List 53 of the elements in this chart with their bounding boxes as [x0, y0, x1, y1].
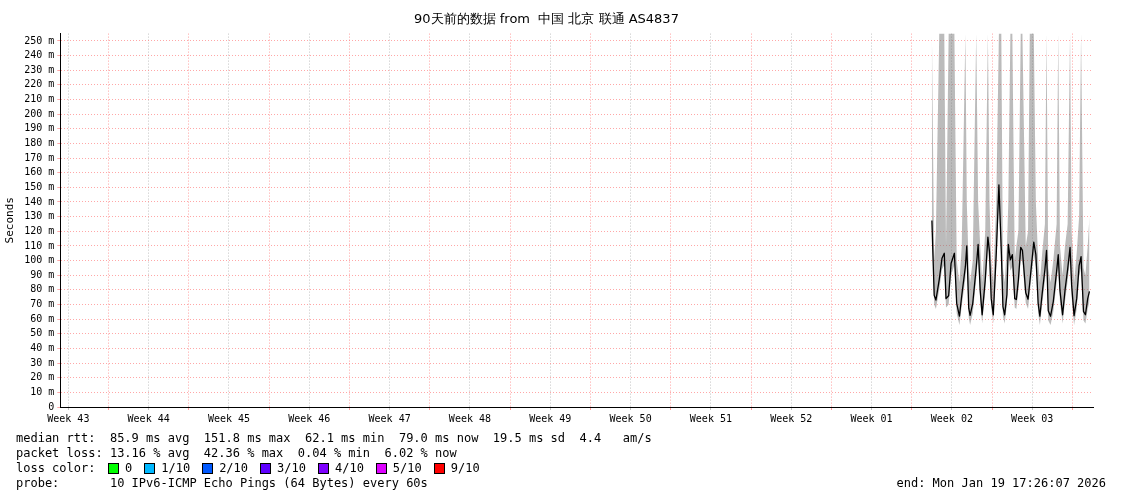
y-tick-label: 150 m: [24, 180, 55, 192]
chart-title: 90天前的数据 from 中国 北京 联通 AS4837: [414, 11, 679, 27]
y-tick-label: 160 m: [24, 166, 55, 178]
y-tick-label: 50 m: [30, 327, 55, 339]
text: 3/10: [277, 461, 306, 476]
text: 2/10: [219, 461, 249, 476]
y-tick-label: 60 m: [30, 312, 55, 324]
x-tick-label: Week 02: [930, 412, 973, 424]
x-tick-label: Week 49: [529, 412, 572, 424]
y-tick-label: 30 m: [30, 356, 55, 368]
y-tick-label: 100 m: [24, 254, 55, 266]
text: loss color:: [16, 461, 97, 476]
text: end: Mon Jan 19 17:26:07 2026: [896, 476, 1106, 491]
y-tick-label: 0: [48, 400, 55, 412]
y-tick-label: 110 m: [24, 239, 55, 251]
y-tick-label: 130 m: [24, 210, 55, 222]
x-tick-label: Week 46: [288, 412, 331, 424]
y-tick-label: 170 m: [24, 151, 55, 163]
x-tick-label: Week 51: [689, 412, 732, 424]
x-tick-label: Week 44: [127, 412, 170, 424]
text: 0: [125, 461, 133, 476]
text: 9/10: [450, 461, 480, 476]
y-tick-label: 120 m: [24, 224, 55, 236]
x-tick-label: Week 48: [448, 412, 492, 424]
y-tick-label: 70 m: [30, 298, 55, 310]
y-tick-label: 140 m: [24, 195, 55, 207]
y-tick-label: 20 m: [30, 371, 55, 383]
y-axis-title: Seconds: [3, 197, 17, 244]
y-tick-label: 240 m: [24, 49, 55, 61]
text: 4/10: [334, 461, 364, 476]
y-tick-label: 250 m: [24, 34, 55, 46]
x-tick-label: Week 45: [207, 412, 251, 424]
x-tick-label: Week 01: [850, 412, 893, 424]
text: 1/10: [161, 461, 191, 476]
y-tick-label: 90 m: [30, 268, 55, 280]
x-tick-label: Week 03: [1011, 412, 1054, 424]
x-tick-label: Week 50: [609, 412, 652, 424]
text: 5/10: [392, 461, 422, 476]
y-tick-label: 80 m: [30, 283, 55, 295]
y-tick-label: 180 m: [24, 137, 55, 149]
y-tick-label: 220 m: [24, 78, 55, 90]
y-tick-label: 10 m: [30, 385, 55, 397]
text: packet loss: 13.16 % avg 42.36 % max 0.04 % min 6.02 % now: [16, 446, 458, 461]
y-tick-label: 40 m: [30, 342, 55, 354]
text: probe: 10 IPv6-ICMP Echo Pings (64 Bytes) every 60s: [16, 476, 428, 491]
x-tick-label: Week 52: [770, 412, 813, 424]
y-tick-label: 210 m: [24, 93, 55, 105]
x-tick-label: Week 47: [368, 412, 411, 424]
y-tick-label: 230 m: [24, 63, 55, 75]
y-tick-label: 200 m: [24, 107, 55, 119]
y-tick-label: 190 m: [24, 122, 55, 134]
x-tick-label: Week 43: [47, 412, 90, 424]
text: median rtt: 85.9 ms avg 151.8 ms max 62.1 ms min 79.0 ms now 19.5 ms sd 4.4 am/s: [16, 431, 653, 446]
